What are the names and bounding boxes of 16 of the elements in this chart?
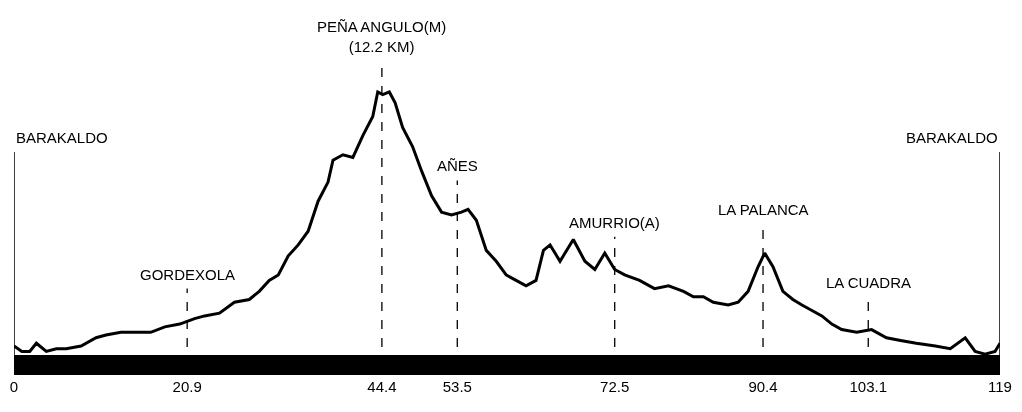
ref-line-label: LA PALANCA (718, 201, 809, 218)
ref-line-label: LA CUADRA (826, 274, 912, 291)
x-tick-label: 44.4 (367, 378, 397, 395)
ref-line-label: BARAKALDO (16, 129, 108, 146)
x-tick-label: 103.1 (849, 378, 888, 395)
x-tick-label: 53.5 (442, 378, 472, 395)
x-tick-label: 90.4 (748, 378, 778, 395)
x-tick-label: 20.9 (172, 378, 202, 395)
ref-line-label: BARAKALDO (906, 129, 998, 146)
ref-line-label: GORDEXOLA (140, 266, 236, 283)
x-tick-label: 0 (9, 378, 19, 395)
x-tick-label: 119 (988, 378, 1012, 395)
ref-line-label: PEÑA ANGULO(M) (12.2 KM) (317, 18, 447, 55)
ref-line-label: AMURRIO(A) (569, 214, 660, 231)
ref-line-label: AÑES (437, 157, 478, 174)
x-tick-label: 72.5 (600, 378, 630, 395)
